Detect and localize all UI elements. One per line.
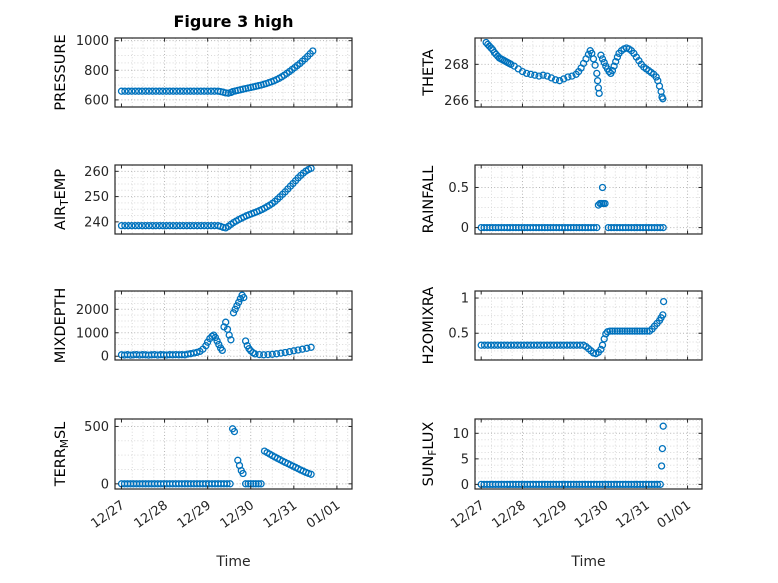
data-series (477, 422, 667, 489)
y-tick-label: 266 (444, 94, 469, 109)
tick-marks (475, 419, 702, 489)
data-series (117, 164, 315, 232)
y-tick-label: 0.5 (448, 327, 469, 342)
data-series (477, 297, 668, 358)
y-tick-label: 600 (84, 93, 109, 108)
tick-marks (115, 38, 352, 107)
tick-marks (115, 165, 352, 234)
y-tick-label: 240 (84, 215, 109, 230)
x-tick-label: 12/28 (489, 498, 528, 532)
x-axis-label-left: Time (216, 554, 251, 570)
tick-marks (115, 291, 352, 360)
y-tick-label: 5 (461, 452, 469, 467)
y-tick-label: 0 (461, 478, 469, 493)
y-tick-label: 268 (444, 58, 469, 73)
data-series (117, 47, 317, 97)
x-tick-label: 12/31 (613, 498, 652, 532)
y-axis-label: MIXDEPTH (53, 288, 69, 364)
data-series (482, 38, 667, 103)
subplot-sun-flux: 0 5 10 12/27 12/28 12/29 12/30 12/31 01/01 SUNFLU… (421, 418, 703, 532)
tick-marks (475, 165, 702, 234)
tick-marks (475, 291, 702, 360)
subplot-air-temp: 240 250 260 AIRTEMP (53, 164, 353, 235)
subplot-mixdepth: 0 1000 2000 MIXDEPTH (53, 288, 353, 365)
y-tick-label: 0 (101, 350, 109, 365)
x-tick-label: 12/31 (261, 498, 300, 532)
y-axis-label: TERRMSL (53, 422, 71, 488)
x-tick-label: 12/30 (572, 498, 611, 532)
figure-title: Figure 3 high (173, 12, 294, 31)
y-tick-label: 800 (84, 64, 109, 79)
y-tick-label: 0 (101, 477, 109, 492)
y-tick-label: 1000 (76, 34, 109, 49)
x-tick-label: 12/29 (175, 498, 214, 532)
y-axis-label: THETA (421, 49, 437, 97)
tick-marks (115, 419, 352, 489)
data-series (477, 183, 667, 232)
y-tick-label: 1000 (76, 326, 109, 341)
tick-marks (475, 38, 702, 107)
y-axis-label: RAINFALL (421, 166, 437, 234)
grid (475, 165, 702, 234)
x-tick-label: 12/30 (218, 498, 257, 532)
x-tick-label: 12/29 (531, 498, 570, 532)
y-tick-label: 250 (84, 190, 109, 205)
subplot-terr-msl: 0 500 12/27 12/28 12/29 12/30 12/31 01/01 TERRMS… (53, 418, 353, 532)
y-tick-label: 0 (461, 221, 469, 236)
subplot-theta: 266 268 THETA (421, 37, 703, 109)
y-axis-label: PRESSURE (53, 34, 69, 110)
x-tick-label: 01/01 (304, 498, 343, 532)
x-tick-label: 12/27 (448, 498, 487, 532)
x-tick-label: 12/28 (132, 498, 171, 532)
y-tick-label: 260 (84, 165, 109, 180)
x-axis-label-right: Time (571, 554, 606, 570)
subplot-h2omixra: 0.5 1 H2OMIXRA (421, 287, 703, 365)
x-tick-label: 01/01 (655, 498, 694, 532)
y-tick-label: 0.5 (448, 181, 469, 196)
y-axis-label: SUNFLUX (421, 422, 439, 487)
y-tick-label: 500 (84, 420, 109, 435)
y-axis-label: H2OMIXRA (421, 287, 437, 365)
y-tick-label: 10 (452, 427, 469, 442)
subplot-pressure: 600 800 1000 PRESSURE (53, 34, 353, 111)
y-tick-label: 2000 (76, 303, 109, 318)
x-tick-label: 12/27 (88, 498, 127, 532)
y-tick-label: 1 (461, 292, 469, 307)
data-series (117, 291, 315, 359)
y-axis-label: AIRTEMP (53, 169, 71, 230)
subplot-rainfall: 0 0.5 RAINFALL (421, 164, 703, 236)
